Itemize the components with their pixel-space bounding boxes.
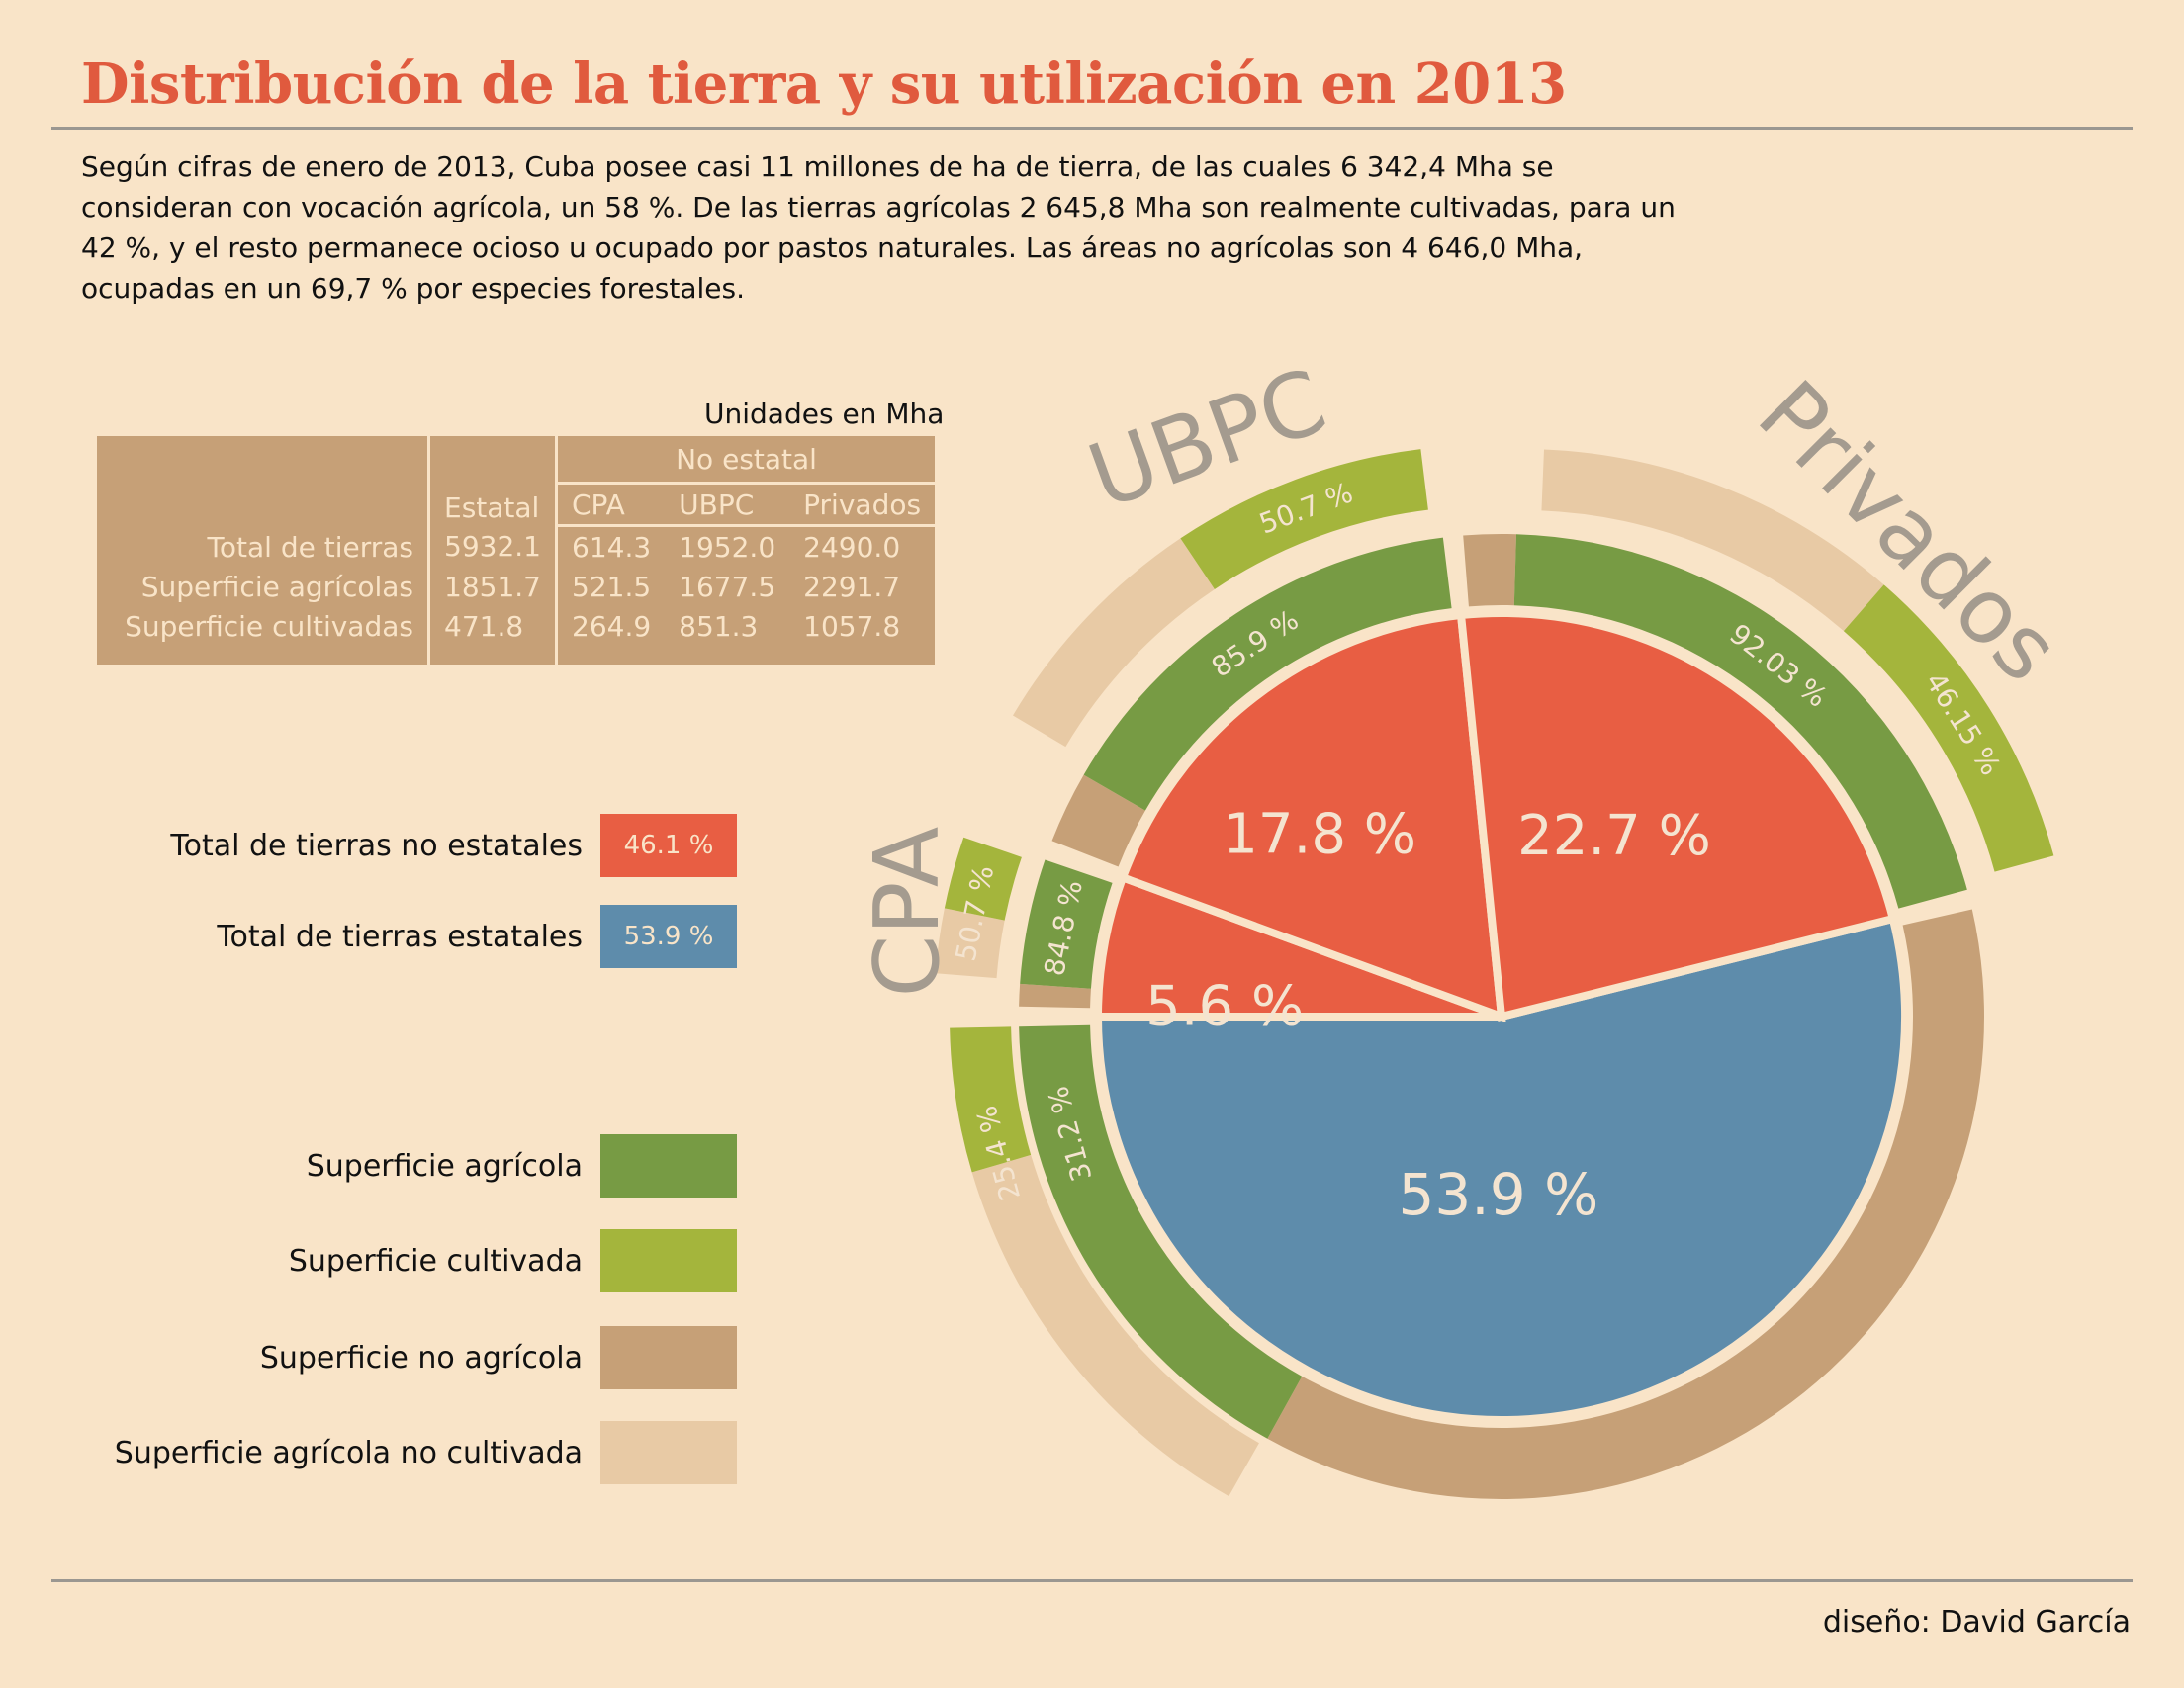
- legend-swatch-agricola-no-cultivada: [600, 1421, 737, 1484]
- cell-privados: 1057.8: [803, 610, 901, 643]
- legend-estatal: Total de tierras estatales 53.9 %: [217, 905, 737, 968]
- col-header-no-estatal: No estatal: [556, 436, 936, 485]
- ring-non-agricultural-ubpc: [1051, 774, 1145, 867]
- pie-label-estatal: 53.9 %: [1399, 1161, 1599, 1228]
- legend-superficie-cultivada: Superficie cultivada: [289, 1229, 737, 1292]
- cell-estatal: 5932.1: [428, 525, 558, 568]
- ring-cultivated-ubpc: [1180, 449, 1428, 589]
- cell-ubpc: 1677.5: [679, 571, 776, 603]
- cell-cpa: 264.9: [572, 610, 652, 643]
- cell-cpa: 614.3: [572, 530, 652, 564]
- legend-label: Superficie no agrícola: [259, 1340, 583, 1376]
- pie-label-cpa: 5.6 %: [1145, 975, 1304, 1039]
- pie-label-ubpc: 17.8 %: [1223, 803, 1416, 867]
- table-units-note: Unidades en Mha: [704, 398, 945, 430]
- legend-label: Superficie agrícola no cultivada: [114, 1435, 583, 1470]
- cell-privados: 2490.0: [803, 530, 901, 564]
- row-label: Superficie agrícolas: [97, 567, 430, 607]
- outer-label-cpa: CPA: [856, 827, 959, 998]
- bottom-divider: [51, 1579, 2133, 1582]
- legend-superficie-agricola: Superficie agrícola: [307, 1134, 737, 1198]
- design-credit: diseño: David García: [1822, 1605, 2131, 1640]
- cell-estatal: 471.8: [428, 606, 558, 665]
- legend-label: Superficie cultivada: [288, 1243, 583, 1279]
- ring-non-agricultural-estatal: [1267, 909, 1984, 1499]
- ring-agricultural-cpa: [1020, 859, 1113, 989]
- ring-agricultural-ubpc: [1083, 537, 1452, 811]
- legend-swatch-no-agricola: [600, 1326, 737, 1389]
- legend-swatch-estatal: 53.9 %: [600, 905, 737, 968]
- table-row: Superficie cultivadas 471.8 264.9 851.3 …: [97, 606, 935, 665]
- cell-estatal: 1851.7: [428, 567, 558, 607]
- intro-paragraph: Según cifras de enero de 2013, Cuba pose…: [81, 150, 1676, 305]
- pie-slice-estatal: [1093, 914, 1909, 1424]
- land-stats-table: Estatal No estatal CPA UBPC Privados Tot…: [97, 436, 936, 665]
- ring-cultivated-estatal: [950, 1026, 1032, 1173]
- row-label: Superficie cultivadas: [97, 606, 430, 665]
- legend-swatch-agricola: [600, 1134, 737, 1198]
- table-corner: [97, 436, 430, 526]
- legend-no-estatal: Total de tierras no estatales 46.1 %: [170, 814, 737, 877]
- ring-agricultural-estatal: [1019, 1024, 1303, 1439]
- ring-agricultural-not-cultivated-ubpc: [1012, 538, 1215, 748]
- col-header-ubpc: UBPC: [665, 483, 790, 527]
- legend-superficie-no-agricola: Superficie no agrícola: [260, 1326, 737, 1389]
- legend-label: Total de tierras no estatales: [170, 828, 583, 863]
- ring-cultivated-privados: [1843, 584, 2054, 872]
- legend-superficie-agricola-no-cultivada: Superficie agrícola no cultivada: [115, 1421, 737, 1484]
- ring-agricultural-not-cultivated-cpa: [935, 908, 1005, 979]
- cell-cpa: 521.5: [572, 571, 652, 603]
- table-row: Superficie agrícolas 1851.7 521.5 1677.5…: [97, 567, 935, 607]
- ring-non-agricultural-cpa: [1019, 983, 1091, 1009]
- pie-slice-ubpc: [1117, 610, 1506, 1022]
- cell-ubpc: 1952.0: [679, 530, 776, 564]
- cell-ubpc: 851.3: [679, 610, 759, 643]
- table-row: Total de tierras 5932.1 614.3 1952.0 249…: [97, 525, 935, 568]
- pie-label-privados: 22.7 %: [1517, 804, 1711, 868]
- pie-slice-privados: [1456, 609, 1898, 1022]
- ring-non-agricultural-privados: [1463, 533, 1517, 607]
- col-header-privados: Privados: [789, 483, 936, 527]
- cell-privados: 2291.7: [803, 571, 901, 603]
- ring-agricultural-not-cultivated-estatal: [971, 1154, 1259, 1497]
- ring-cultivated-cpa: [944, 837, 1022, 921]
- col-header-cpa: CPA: [556, 483, 666, 527]
- ring-agricultural-privados: [1513, 534, 1967, 909]
- row-label: Total de tierras: [97, 525, 430, 568]
- col-header-estatal: Estatal: [428, 436, 558, 526]
- ring-agricultural-not-cultivated-privados: [1541, 449, 1884, 632]
- legend-swatch-no-estatal: 46.1 %: [600, 814, 737, 877]
- page-title: Distribución de la tierra y su utilizaci…: [81, 51, 1567, 117]
- legend-swatch-cultivada: [600, 1229, 737, 1292]
- legend-label: Total de tierras estatales: [217, 919, 583, 954]
- top-divider: [51, 127, 2133, 130]
- legend-label: Superficie agrícola: [306, 1148, 583, 1184]
